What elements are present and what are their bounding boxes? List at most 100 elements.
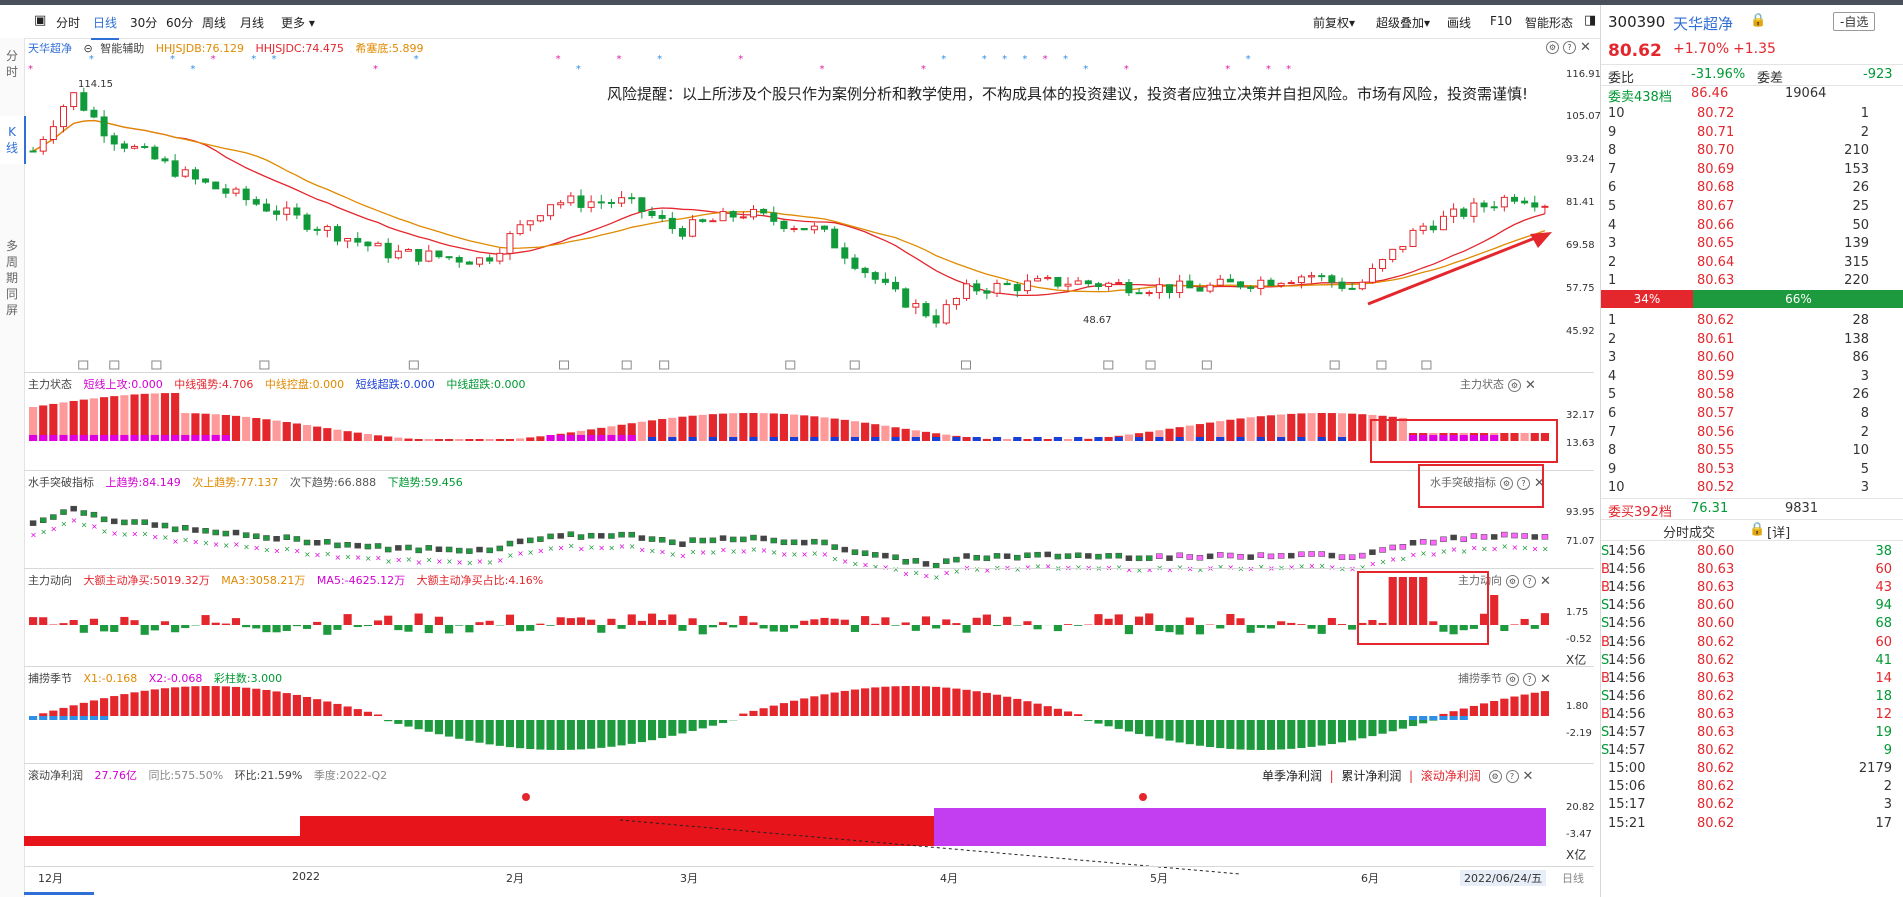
panel5-title[interactable]: 滚动净利润 [28,769,83,782]
period-tab-day[interactable]: 日线 [90,16,120,40]
close-icon[interactable]: ✕ [1534,475,1545,491]
candlesticks[interactable] [29,87,1549,328]
bid-row[interactable]: 6 80.57 8 [1601,404,1903,424]
trend-cross: × [649,547,656,556]
ask-row[interactable]: 8 80.70 210 [1601,141,1903,161]
trade-row[interactable]: 15:00 80.62 2179 [1601,759,1903,779]
settings-icon[interactable]: ⚙ [1488,770,1502,783]
ask-row[interactable]: 1 80.63 220 [1601,271,1903,291]
scroll-bar[interactable] [24,892,94,895]
bid-row[interactable]: 10 80.52 3 [1601,478,1903,498]
stock-name-legend[interactable]: 天华超净 [28,42,72,55]
trade-row[interactable]: 15:06 80.62 2 [1601,777,1903,797]
ask-row[interactable]: 10 80.72 1 [1601,104,1903,124]
trade-row[interactable]: 14:56 80.60 94 S [1601,596,1903,616]
trade-row[interactable]: 14:56 80.62 18 S [1601,687,1903,707]
help-icon[interactable]: ? [1523,672,1536,686]
trade-row[interactable]: 14:57 80.62 9 S [1601,741,1903,761]
help-icon[interactable]: ? [1505,770,1519,783]
sidebar-toggle-icon[interactable]: ◨ [1584,13,1597,28]
trade-row[interactable]: 14:56 80.63 14 B [1601,669,1903,689]
ask-row[interactable]: 7 80.69 153 [1601,160,1903,180]
smart-assist-label[interactable]: 智能辅助 [100,42,145,55]
panel4-tick: -2.19 [1566,728,1592,739]
dropdown-circle-icon[interactable]: ⊝ [83,42,93,55]
trade-row[interactable]: 14:56 80.62 41 S [1601,651,1903,671]
trade-row[interactable]: 14:56 80.60 38 S [1601,542,1903,562]
signal-star: * [1246,54,1251,65]
period-tab-60min[interactable]: 60分 [166,16,194,30]
panel4-title[interactable]: 捕捞季节 [28,672,72,685]
period-tab-30min[interactable]: 30分 [130,16,158,30]
trade-row[interactable]: 14:56 80.62 60 B [1601,633,1903,653]
bid-row[interactable]: 3 80.60 86 [1601,348,1903,368]
ask-row[interactable]: 9 80.71 2 [1601,123,1903,143]
settings-icon[interactable]: ⚙ [1506,672,1519,686]
bid-row[interactable]: 9 80.53 5 [1601,460,1903,480]
ask-row[interactable]: 3 80.65 139 [1601,234,1903,254]
help-icon[interactable]: ? [1563,41,1576,54]
add-watchlist-button[interactable]: -自选 [1833,12,1876,31]
season-bar [1124,720,1133,732]
ask-volume: 50 [1852,217,1869,233]
trade-row[interactable]: 14:56 80.63 12 B [1601,705,1903,725]
ask-row[interactable]: 4 80.66 50 [1601,216,1903,236]
bid-row[interactable]: 7 80.56 2 [1601,423,1903,443]
season-bar [445,720,454,737]
trade-row[interactable]: 14:56 80.60 68 S [1601,614,1903,634]
draw-line-button[interactable]: 画线 [1447,16,1472,30]
period-tab-more[interactable]: 更多 ▾ [281,14,315,31]
trade-row[interactable]: 14:57 80.63 19 S [1601,723,1903,743]
fuquan-dropdown[interactable]: 前复权▾ [1313,14,1355,31]
tab-single-profit[interactable]: 单季净利润 [1262,769,1323,783]
trades-detail-link[interactable]: [详] [1767,526,1791,541]
bid-row[interactable]: 2 80.61 138 [1601,330,1903,350]
stock-name[interactable]: 天华超净 [1673,15,1734,33]
panel1-title[interactable]: 主力状态 [28,378,72,391]
season-bar [1185,720,1194,745]
trade-row[interactable]: 15:17 80.62 3 [1601,795,1903,815]
ask-level: 2 [1608,254,1617,270]
panel2-title[interactable]: 水手突破指标 [28,476,94,489]
period-tab-fenshi[interactable]: 分时 [56,16,81,30]
settings-icon[interactable]: ⚙ [1506,574,1519,588]
settings-icon[interactable]: ⚙ [1546,41,1559,54]
candle-body [242,188,250,201]
tab-rolling-profit[interactable]: 滚动净利润 [1420,769,1481,783]
ask-row[interactable]: 6 80.68 26 [1601,178,1903,198]
trend-candle [892,554,899,561]
bid-row[interactable]: 1 80.62 28 [1601,311,1903,331]
help-icon[interactable]: ? [1523,574,1536,588]
ask-row[interactable]: 5 80.67 25 [1601,197,1903,217]
settings-icon[interactable]: ⚙ [1500,476,1513,490]
close-icon[interactable]: ✕ [1540,671,1551,687]
close-icon[interactable]: ✕ [1525,377,1536,393]
close-icon[interactable]: ✕ [1522,769,1534,784]
settings-icon[interactable]: ⚙ [1508,378,1521,392]
period-tab-month[interactable]: 月线 [240,16,265,30]
panel-toggle-icon[interactable]: ▣ [34,13,47,28]
panel3-title[interactable]: 主力动向 [28,574,72,587]
trend-candle [222,530,230,537]
period-tab-week[interactable]: 周线 [202,16,227,30]
tab-cumulative-profit[interactable]: 累计净利润 [1341,769,1402,783]
nav-fenshi[interactable]: 分时 [0,44,24,88]
trade-row[interactable]: 14:56 80.63 60 B [1601,560,1903,580]
f10-button[interactable]: F10 [1490,14,1513,28]
status-bar-blue [1013,437,1022,441]
event-badge [1329,360,1340,370]
nav-kline[interactable]: K线 [0,116,26,164]
trade-row[interactable]: 14:56 80.63 43 B [1601,578,1903,598]
bid-row[interactable]: 5 80.58 26 [1601,385,1903,405]
bid-row[interactable]: 4 80.59 3 [1601,367,1903,387]
overlay-dropdown[interactable]: 超级叠加▾ [1376,14,1430,31]
ask-row[interactable]: 2 80.64 315 [1601,253,1903,273]
close-icon[interactable]: ✕ [1540,573,1551,589]
nav-multi-period[interactable]: 多周期同屏 [0,234,24,328]
bid-row[interactable]: 8 80.55 10 [1601,441,1903,461]
smart-pattern-button[interactable]: 智能形态 [1525,16,1574,30]
close-icon[interactable]: ✕ [1580,40,1591,55]
help-icon[interactable]: ? [1517,476,1530,490]
lock-icon[interactable]: 🔒 [1750,13,1767,28]
trade-row[interactable]: 15:21 80.62 17 [1601,814,1903,834]
